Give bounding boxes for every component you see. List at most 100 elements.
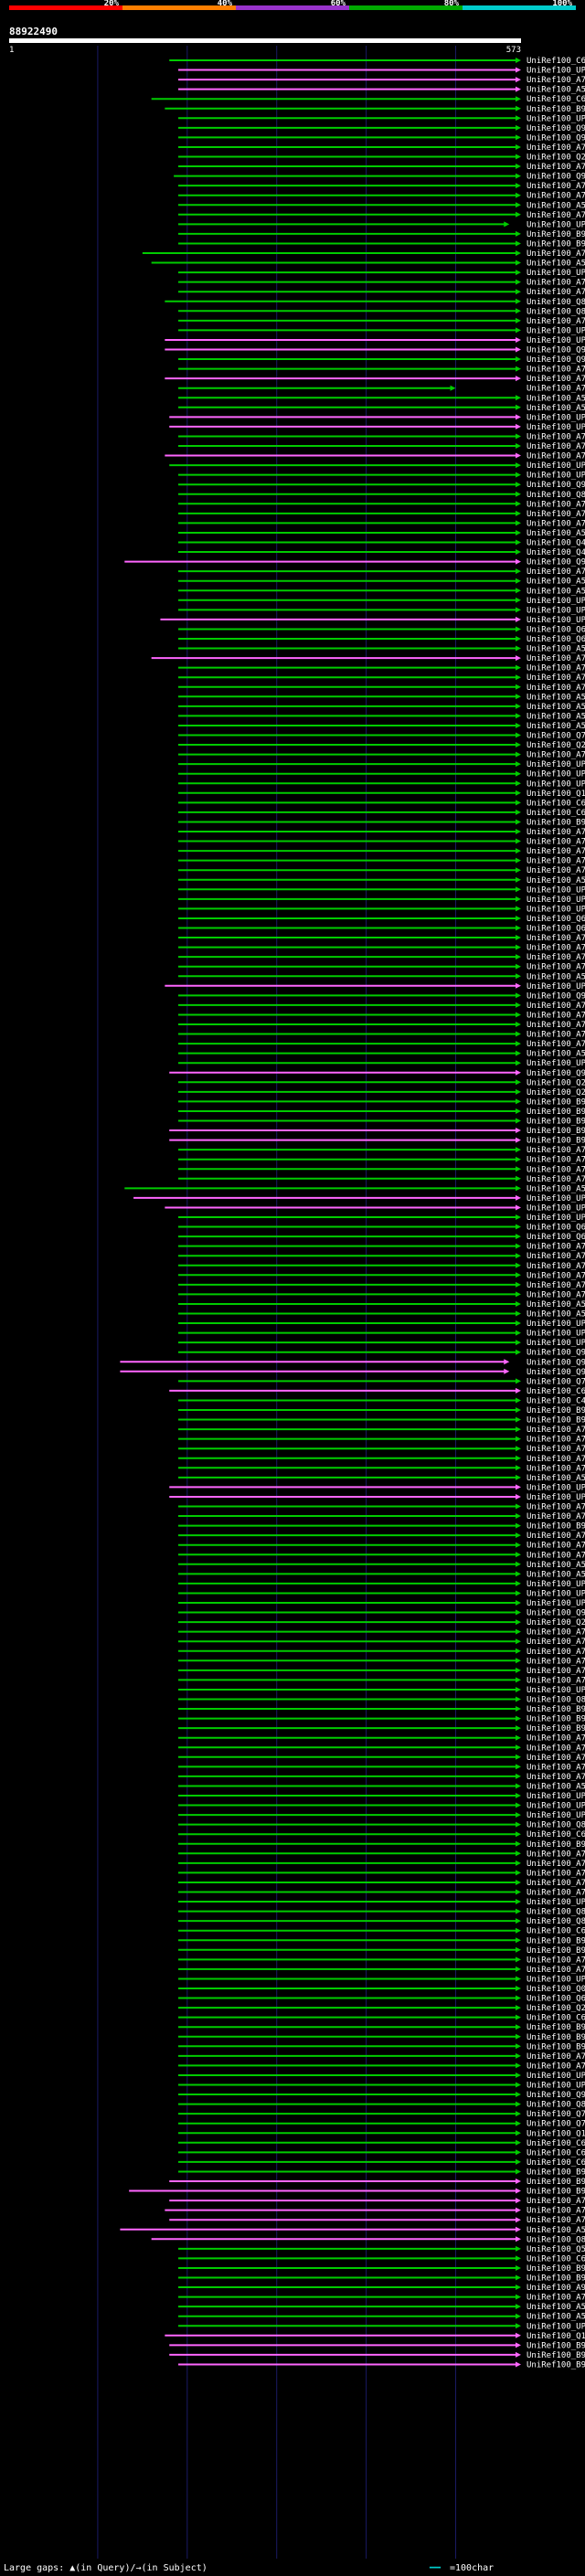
hit-label: UniRef100_A7QH95: [526, 1744, 585, 1753]
hit-arrow: [516, 96, 521, 102]
hit-arrow: [516, 1850, 521, 1857]
hit-arrow: [516, 1879, 521, 1885]
hit-arrow: [516, 780, 521, 787]
hit-arrow: [516, 1764, 521, 1770]
hit-label: UniRef100_A5BJB3: [526, 1782, 585, 1791]
hit-arrow: [516, 2207, 521, 2213]
hit-arrow: [516, 2111, 521, 2117]
hit-label: UniRef100_A7QT20: [526, 143, 585, 153]
hit-arrow: [516, 2264, 521, 2271]
hit-label: UniRef100_A7NI02: [526, 1271, 585, 1280]
hit-arrow: [516, 1407, 521, 1413]
hit-arrow: [516, 1840, 521, 1847]
hit-label: UniRef100_C6SX66: [526, 1927, 585, 1936]
hit-label: UniRef100_B9NET2: [526, 818, 585, 827]
hit-arrow: [516, 1513, 521, 1520]
hit-arrow: [516, 366, 521, 372]
hit-label: UniRef100_Q6JZH9: [526, 925, 585, 934]
hit-label: UniRef100_Q6JZH2: [526, 1224, 585, 1233]
hit-label: UniRef100_A7QZD6: [526, 1956, 585, 1965]
hit-arrow: [516, 713, 521, 719]
hit-arrow: [516, 857, 521, 864]
hit-arrow: [516, 944, 521, 950]
hit-arrow: [516, 336, 521, 343]
hit-label: UniRef100_Q2HUD1: [526, 1078, 585, 1087]
hit-label: UniRef100_UP1000...: [526, 472, 585, 481]
hit-label: UniRef100_Q40392-2: [526, 539, 585, 548]
hit-arrow: [516, 876, 521, 883]
hit-arrow: [516, 751, 521, 758]
hit-label: UniRef100_A7PQA2: [526, 1763, 585, 1772]
hit-arrow: [516, 838, 521, 844]
hit-arrow: [516, 2274, 521, 2281]
hit-label: UniRef100_A7PQ07: [526, 1667, 585, 1676]
hit-arrow: [516, 327, 521, 334]
hit-label: UniRef100_Q6JZH8: [526, 915, 585, 924]
hit-label: UniRef100_B9N1J4: [526, 2033, 585, 2042]
hit-arrow: [516, 1128, 521, 1134]
hit-label: UniRef100_UP1000...: [526, 1686, 585, 1695]
hit-label: UniRef100_B9NHW1: [526, 1715, 585, 1724]
hit-label: UniRef100_A7PTN3: [526, 673, 585, 683]
hit-arrow: [516, 134, 521, 141]
hit-arrow: [516, 1956, 521, 1963]
hit-arrow: [516, 2284, 521, 2291]
hit-label: UniRef100_B9IG86: [526, 1127, 585, 1136]
hit-arrow: [516, 607, 521, 613]
hit-arrow: [516, 250, 521, 256]
gap-legend: Large gaps: ▲(in Query)/→(in Subject): [4, 2563, 207, 2573]
hit-label: UniRef100_A7PPX3: [526, 1252, 585, 1261]
hit-label: UniRef100_Q6T3R3: [526, 1995, 585, 2004]
hit-label: UniRef100_C6ZS38: [526, 1830, 585, 1839]
hit-arrow: [516, 1416, 521, 1423]
hit-arrow: [516, 1204, 521, 1211]
hit-label: UniRef100_Q947E1: [526, 173, 585, 182]
hit-arrow: [516, 1069, 521, 1076]
hit-arrow: [516, 1436, 521, 1442]
hit-label: UniRef100_A5C8H1: [526, 86, 585, 95]
hit-label: UniRef100_Q947D9: [526, 355, 585, 365]
hit-arrow: [516, 2236, 521, 2242]
hit-label: UniRef100_C6ZS32: [526, 2254, 585, 2263]
hit-label: UniRef100_A7QH40: [526, 1850, 585, 1859]
hit-arrow: [516, 2092, 521, 2098]
hit-arrow: [516, 906, 521, 912]
hit-label: UniRef100_A7PQ94: [526, 1869, 585, 1878]
hit-label: UniRef100_A7QHH3: [526, 192, 585, 201]
hit-label: UniRef100_UP1000...: [526, 1330, 585, 1339]
hit-label: UniRef100_A5C4G4: [526, 1184, 585, 1193]
hit-arrow: [516, 1744, 521, 1751]
hit-label: UniRef100_Q9ZS32: [526, 1349, 585, 1358]
hit-label: UniRef100_A5AHV4: [526, 1570, 585, 1579]
hit-arrow: [516, 1234, 521, 1240]
hit-arrow: [516, 568, 521, 575]
hit-label: UniRef100_A5AIP7: [526, 394, 585, 403]
hit-arrow: [516, 761, 521, 768]
hit-arrow: [516, 491, 521, 497]
hit-arrow: [516, 935, 521, 941]
hit-label: UniRef100_Q9SYW7: [526, 1069, 585, 1078]
hit-label: UniRef100_A7QH13: [526, 567, 585, 577]
hit-label: UniRef100_B9R4F1: [526, 2274, 585, 2284]
hit-label: UniRef100_A7QGF5: [526, 953, 585, 962]
hit-arrow: [516, 1262, 521, 1268]
hit-arrow: [516, 2226, 521, 2232]
hit-label: UniRef100_A7PP84: [526, 1532, 585, 1541]
hit-label: UniRef100_UP1000...: [526, 1589, 585, 1598]
scale-segment: [349, 5, 463, 10]
hit-arrow: [516, 1860, 521, 1866]
hit-label: UniRef100_B9SQ79: [526, 105, 585, 114]
hit-label: UniRef100_Q84ZV7: [526, 1696, 585, 1705]
hit-label: UniRef100_A5BM48: [526, 703, 585, 712]
hit-label: UniRef100_A5C4Z5: [526, 1561, 585, 1570]
hit-label: UniRef100_A7QGZ8: [526, 1243, 585, 1252]
scale-label: 100%: [552, 0, 572, 8]
hit-arrow: [516, 2245, 521, 2252]
hit-arrow: [516, 1118, 521, 1124]
hit-label: UniRef100_A7QGS0: [526, 934, 585, 943]
hit-arrow: [516, 472, 521, 478]
hit-arrow: [516, 1098, 521, 1105]
hit-label: UniRef100_A5BU76: [526, 1310, 585, 1320]
hit-label: UniRef100_A7NIP6: [526, 1464, 585, 1473]
hit-label: UniRef100_C6ZS22: [526, 799, 585, 808]
